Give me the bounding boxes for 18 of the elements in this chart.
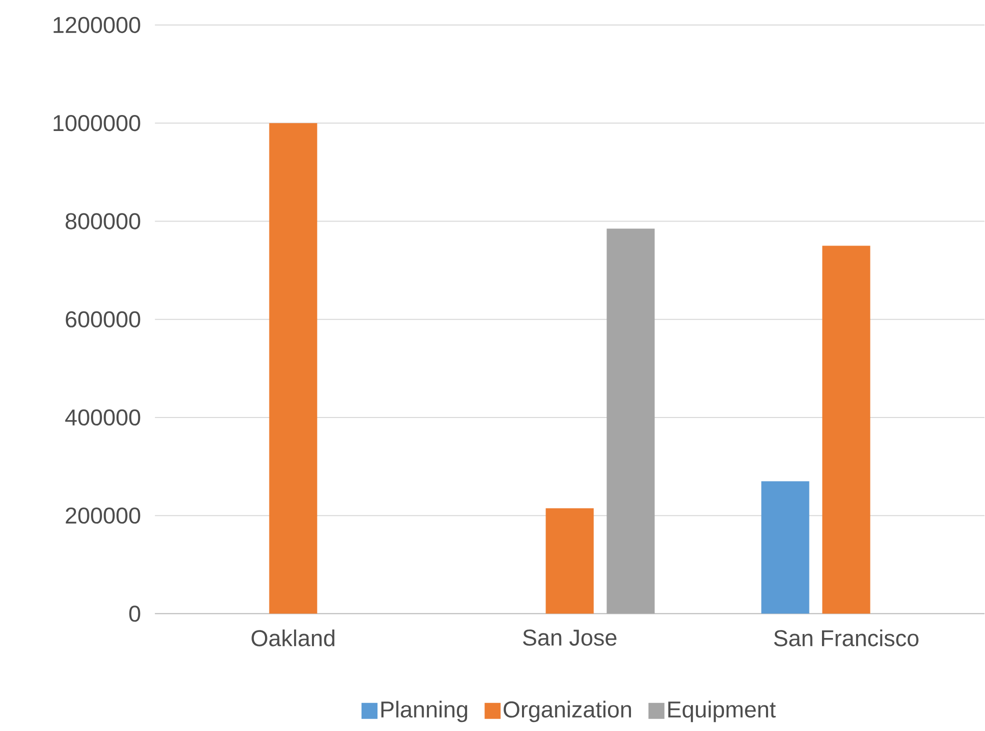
legend-label: Planning xyxy=(381,700,468,722)
y-tick-label: 1200000 xyxy=(54,17,140,34)
legend-label: Equipment xyxy=(668,700,776,722)
x-tick-label: Oakland xyxy=(252,630,334,647)
bar xyxy=(269,123,318,614)
y-tick-label: 600000 xyxy=(66,311,140,328)
x-tick-label: San Francisco xyxy=(774,630,918,647)
legend-label: Organization xyxy=(504,700,631,722)
y-tick-label: 400000 xyxy=(65,410,140,426)
y-tick-label: 0 xyxy=(129,606,140,622)
bar xyxy=(822,246,870,614)
x-tick-label: San Jose xyxy=(523,630,616,646)
bar xyxy=(761,481,810,614)
bar xyxy=(546,508,594,614)
y-tick-label: 1000000 xyxy=(54,115,140,132)
y-tick-label: 200000 xyxy=(66,508,140,524)
y-tick-label: 800000 xyxy=(66,213,140,230)
bar xyxy=(606,228,655,614)
